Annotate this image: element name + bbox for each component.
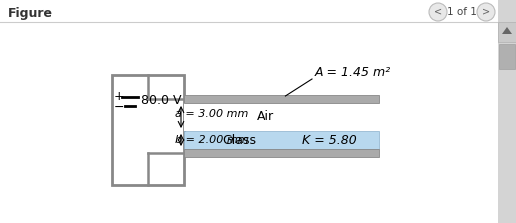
Text: Glass: Glass bbox=[222, 134, 256, 147]
Bar bbox=[112, 75, 184, 185]
Text: 80.0 V: 80.0 V bbox=[141, 95, 182, 107]
Text: a = 3.00 mm: a = 3.00 mm bbox=[175, 109, 248, 119]
Bar bbox=[499, 44, 515, 69]
Bar bbox=[184, 131, 379, 149]
Circle shape bbox=[429, 3, 447, 21]
Text: K = 5.80: K = 5.80 bbox=[302, 134, 357, 147]
Bar bbox=[184, 149, 379, 157]
Text: 1 of 1: 1 of 1 bbox=[447, 7, 477, 17]
Text: A = 1.45 m²: A = 1.45 m² bbox=[315, 66, 391, 80]
Text: −: − bbox=[114, 101, 124, 114]
Bar bbox=[184, 103, 379, 131]
Text: Figure: Figure bbox=[8, 6, 53, 19]
Bar bbox=[184, 95, 379, 103]
Bar bbox=[498, 0, 516, 223]
Circle shape bbox=[477, 3, 495, 21]
Text: >: > bbox=[482, 7, 490, 17]
Polygon shape bbox=[502, 27, 512, 34]
Text: Air: Air bbox=[257, 111, 275, 124]
Text: +: + bbox=[114, 89, 125, 103]
Text: b = 2.00 mm: b = 2.00 mm bbox=[175, 135, 249, 145]
Bar bbox=[498, 22, 516, 42]
Text: <: < bbox=[434, 7, 442, 17]
